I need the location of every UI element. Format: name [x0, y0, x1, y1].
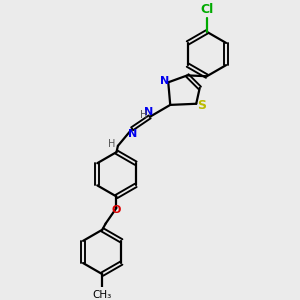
Text: N: N — [128, 129, 137, 139]
Text: O: O — [112, 205, 121, 215]
Text: H: H — [140, 110, 147, 120]
Text: S: S — [197, 99, 206, 112]
Text: Cl: Cl — [200, 3, 214, 16]
Text: N: N — [144, 107, 153, 117]
Text: H: H — [108, 140, 115, 149]
Text: CH₃: CH₃ — [93, 290, 112, 300]
Text: N: N — [160, 76, 169, 86]
